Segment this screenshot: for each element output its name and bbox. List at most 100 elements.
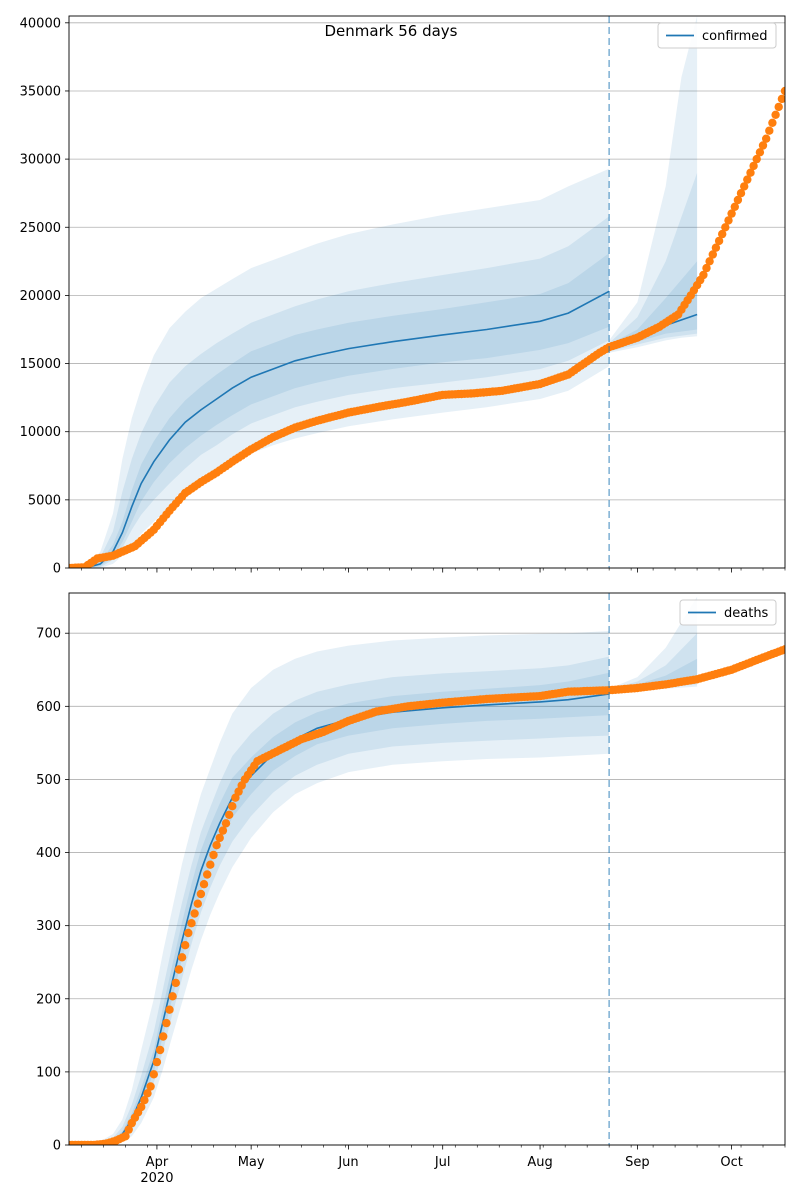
legend: deaths <box>679 599 777 626</box>
y-tick-label: 15000 <box>20 357 61 372</box>
y-tick-label: 300 <box>36 919 61 934</box>
observed-point <box>146 1082 155 1091</box>
observed-point <box>199 880 209 889</box>
legend-box <box>657 22 777 49</box>
observed-point <box>749 161 758 171</box>
model-median-line <box>69 290 610 568</box>
observed-point <box>124 1125 133 1134</box>
x-tick-label: Jul <box>434 1155 451 1170</box>
y-tick-label: 400 <box>36 846 61 861</box>
y-tick-label: 0 <box>53 562 61 577</box>
observed-point <box>184 928 193 938</box>
x-tick-label: Aug <box>527 1155 552 1170</box>
observed-point <box>159 1032 168 1041</box>
observed-point <box>746 168 755 177</box>
observed-point <box>193 899 202 908</box>
observed-point <box>762 134 771 143</box>
observed-point <box>215 833 224 843</box>
observed-point <box>171 978 180 988</box>
observed-point <box>174 965 184 974</box>
y-tick-label: 5000 <box>28 493 61 508</box>
chart-panel-confirmed: 0 5000 10000 15000 20000 25000 30000 35000 40000… <box>20 15 786 577</box>
uncertainty-band-forecast-outer <box>609 596 698 694</box>
observed-point <box>149 1070 158 1079</box>
legend-label: confirmed <box>702 29 768 44</box>
observed-points <box>69 86 785 568</box>
observed-point <box>143 1089 152 1098</box>
observed-point <box>162 1018 171 1028</box>
legend-label: deaths <box>724 606 769 621</box>
y-tick-label: 200 <box>36 992 61 1007</box>
observed-point <box>708 250 717 259</box>
y-tick-label: 100 <box>36 1065 61 1080</box>
observed-point <box>168 992 177 1001</box>
uncertainty-band-outer <box>69 168 610 568</box>
y-tick-label: 35000 <box>20 84 61 99</box>
observed-point <box>740 182 749 191</box>
observed-point <box>743 175 752 184</box>
observed-point <box>774 102 783 112</box>
observed-point <box>768 118 777 128</box>
observed-point <box>212 841 221 850</box>
uncertainty-band-outer <box>69 631 610 1145</box>
observed-point <box>225 810 234 819</box>
y-tick-label: 0 <box>53 1139 61 1154</box>
observed-point <box>733 195 743 205</box>
observed-point <box>218 826 228 835</box>
x-tick-label: Oct <box>720 1155 742 1170</box>
observed-point <box>765 126 774 135</box>
y-tick-label: 40000 <box>20 16 61 31</box>
observed-point <box>730 202 739 211</box>
legend: confirmed <box>657 22 777 49</box>
observed-point <box>209 850 218 860</box>
observed-point <box>206 860 215 869</box>
observed-point <box>752 154 761 164</box>
observed-point <box>780 645 785 654</box>
x-tick-label: May <box>238 1155 265 1170</box>
observed-point <box>187 919 196 928</box>
observed-point <box>221 819 231 828</box>
uncertainty-band-forecast-inner <box>609 261 698 350</box>
observed-point <box>137 1102 146 1112</box>
uncertainty-band-middle <box>69 216 610 568</box>
observed-point <box>190 909 199 918</box>
y-tick-label: 25000 <box>20 221 61 236</box>
x-tick-label: Sep <box>625 1155 650 1170</box>
observed-point <box>203 870 212 879</box>
observed-point <box>718 229 727 239</box>
chart-title: Denmark 56 days <box>325 22 458 40</box>
observed-point <box>755 148 765 157</box>
observed-point <box>152 1057 162 1067</box>
axes-frame <box>68 592 786 1146</box>
observed-point <box>228 802 237 811</box>
y-tick-label: 20000 <box>20 289 61 304</box>
x-tick-label: Jun <box>337 1155 358 1170</box>
observed-point <box>758 141 768 150</box>
observed-point <box>181 941 190 950</box>
legend-box <box>679 599 777 626</box>
y-tick-label: 600 <box>36 700 61 715</box>
uncertainty-band-forecast-middle <box>609 633 698 693</box>
x-tick-sublabel: 2020 <box>140 1171 173 1186</box>
observed-point <box>140 1096 149 1105</box>
observed-point <box>724 216 733 225</box>
observed-point <box>777 94 785 104</box>
plot-area <box>69 596 785 1145</box>
observed-point <box>727 209 736 218</box>
observed-point <box>155 1045 165 1055</box>
y-tick-label: 30000 <box>20 153 61 168</box>
observed-points <box>69 645 785 1145</box>
observed-point <box>736 189 746 198</box>
uncertainty-band-forecast-outer <box>609 16 698 353</box>
y-tick-label: 700 <box>36 627 61 642</box>
observed-point <box>165 1005 174 1014</box>
observed-point <box>177 953 187 962</box>
y-tick-label: 10000 <box>20 425 61 440</box>
x-tick-label: Apr <box>146 1155 169 1170</box>
observed-point <box>711 243 721 252</box>
observed-point <box>780 86 785 96</box>
axes-frame <box>68 15 786 569</box>
observed-point <box>714 236 724 246</box>
